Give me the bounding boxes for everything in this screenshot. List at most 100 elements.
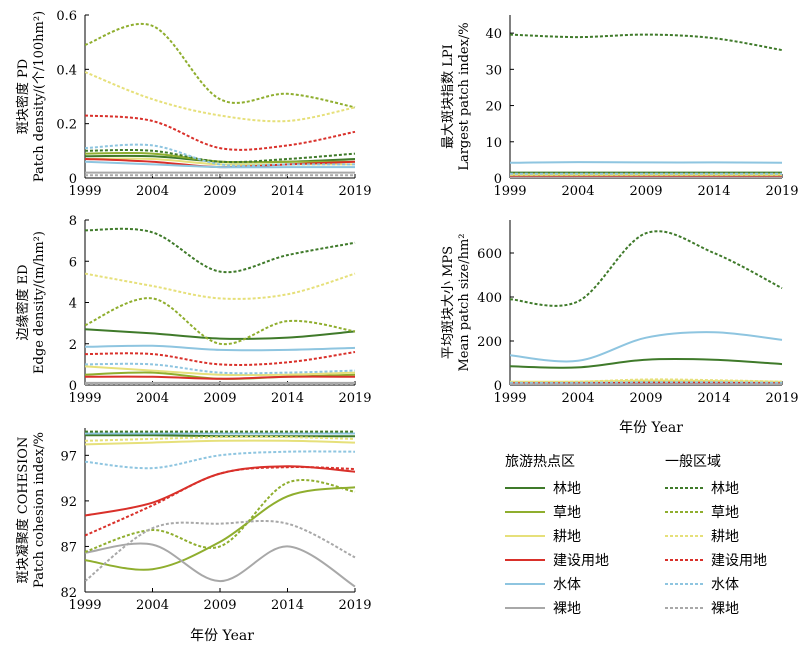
series-group: [85, 430, 356, 588]
series-line-hotspot-water: [85, 160, 355, 169]
x-tick-label: 2014: [697, 391, 730, 406]
y-axis-label-cn: 边缘密度 ED: [15, 264, 31, 340]
y-tick-label: 0: [494, 379, 502, 394]
x-tick-label: 1999: [493, 391, 526, 406]
series-line-general-forest: [85, 227, 356, 274]
x-tick-label: 2009: [203, 598, 236, 613]
legend-label-general-farmland: 耕地: [711, 528, 739, 545]
x-tick-label: 2019: [765, 184, 798, 199]
x-tick-label: 2014: [271, 184, 304, 199]
y-axis-label-en: Patch density/(个/100hm²): [32, 11, 47, 182]
panel-pd: 0 0.2 0.4 0.6 1999 2004 2009 2014 2019 斑块密度 PD Pat…: [15, 9, 372, 199]
y-tick-label: 8: [69, 214, 77, 229]
series-line-general-farmland: [85, 272, 356, 300]
x-tick-label: 2009: [629, 391, 662, 406]
series-line-general-forest: [510, 230, 783, 307]
legend-label-general-bare: 裸地: [711, 601, 739, 617]
y-tick-label: 0: [69, 379, 77, 394]
y-tick-label: 2: [69, 338, 77, 353]
series-line-hotspot-grassland: [85, 486, 356, 571]
legend-label-hotspot-grassland: 草地: [553, 505, 581, 521]
series-line-general-farmland: [85, 435, 356, 442]
series-line-hotspot-forest: [510, 357, 783, 369]
series-line-hotspot-water: [85, 344, 356, 352]
x-tick-label: 2019: [338, 184, 371, 199]
legend-label-hotspot-farmland: 耕地: [553, 528, 581, 545]
y-axis-label-cn: 斑块密度 PD: [15, 59, 31, 134]
y-tick-label: 40: [485, 27, 502, 42]
legend-label-hotspot-forest: 林地: [553, 481, 581, 497]
y-tick-label: 0.2: [56, 118, 77, 133]
x-tick-label: 2009: [203, 184, 236, 199]
series-group: [85, 23, 356, 177]
legend-label-general-water: 水体: [711, 577, 739, 593]
series-line-hotspot-farmland: [85, 439, 356, 446]
panel-cohesion: 82 87 92 97 1999 2004 2009 2014 2019 斑块凝聚度 COHESI…: [15, 428, 372, 613]
x-tick-label: 2004: [561, 184, 594, 199]
x-axis-title-left: 年份 Year: [190, 628, 254, 644]
legend-label-general-construction: 建设用地: [711, 553, 767, 569]
legend-title-general: 一般区域: [665, 454, 721, 470]
series-line-hotspot-bare: [85, 542, 356, 588]
series-line-hotspot-water: [510, 161, 783, 164]
y-axis-label-en: Edge density/(m/hm²): [32, 231, 47, 374]
series-group: [510, 230, 783, 385]
legend-title-hotspot: 旅游热点区: [505, 454, 575, 470]
series-line-general-forest: [510, 33, 783, 52]
series-group: [85, 227, 356, 385]
y-tick-label: 87: [60, 540, 77, 555]
y-tick-label: 97: [60, 449, 77, 464]
legend-label-general-grassland: 草地: [711, 505, 739, 521]
y-axis-label-en: Patch cohesion index/%: [32, 432, 47, 588]
series-line-hotspot-forest: [85, 328, 356, 340]
legend-label-hotspot-construction: 建设用地: [553, 553, 609, 569]
x-tick-label: 2019: [765, 391, 798, 406]
panel-ed: 0 2 4 6 8 1999 2004 2009 2014 2019 边缘密度 ED Edge den…: [15, 214, 372, 406]
y-tick-label: 4: [69, 297, 77, 312]
series-line-general-construction: [85, 351, 356, 366]
series-line-general-water: [85, 362, 356, 375]
y-tick-label: 0: [494, 172, 502, 187]
y-tick-label: 82: [60, 586, 77, 601]
x-tick-label: 2014: [271, 598, 304, 613]
x-tick-label: 2019: [338, 391, 371, 406]
series-line-general-grassland: [85, 297, 356, 346]
series-line-general-water: [510, 381, 783, 384]
x-tick-label: 2019: [338, 598, 371, 613]
series-group: [510, 33, 783, 178]
panel-lpi: 0 10 20 30 40 1999 2004 2009 2014 2019 最大斑块指数 LPI L…: [441, 15, 799, 199]
y-tick-label: 0: [69, 172, 77, 187]
x-tick-label: 1999: [68, 391, 101, 406]
series-line-general-grassland: [85, 23, 356, 109]
x-tick-label: 2009: [629, 184, 662, 199]
series-line-hotspot-water: [510, 331, 783, 363]
series-line-general-construction: [85, 114, 356, 151]
y-axis-label-en: Mean patch size/hm²: [457, 233, 472, 371]
x-axis-title-right: 年份 Year: [619, 420, 683, 436]
x-tick-label: 2014: [271, 391, 304, 406]
series-line-general-bare: [85, 519, 356, 582]
y-tick-label: 6: [69, 255, 77, 270]
series-line-hotspot-construction: [85, 375, 356, 380]
x-tick-label: 1999: [68, 598, 101, 613]
series-line-general-forest: [85, 149, 356, 164]
series-line-general-water: [85, 450, 356, 470]
y-tick-label: 600: [477, 247, 502, 262]
x-tick-label: 1999: [68, 184, 101, 199]
series-line-general-water: [85, 143, 356, 167]
x-tick-label: 1999: [493, 184, 526, 199]
legend-label-general-forest: 林地: [711, 481, 739, 497]
y-tick-label: 400: [477, 291, 502, 306]
legend-label-hotspot-water: 水体: [553, 577, 581, 593]
y-axis-label-cn: 最大斑块指数 LPI: [441, 44, 456, 149]
y-tick-label: 20: [485, 100, 502, 115]
y-tick-label: 10: [485, 136, 502, 151]
series-line-general-construction: [85, 466, 356, 537]
x-tick-label: 2004: [561, 391, 594, 406]
y-tick-label: 92: [60, 495, 77, 510]
y-tick-label: 30: [485, 63, 502, 78]
series-line-general-grassland: [85, 479, 356, 553]
y-axis-label-cn: 平均斑块大小 MPS: [441, 246, 456, 359]
